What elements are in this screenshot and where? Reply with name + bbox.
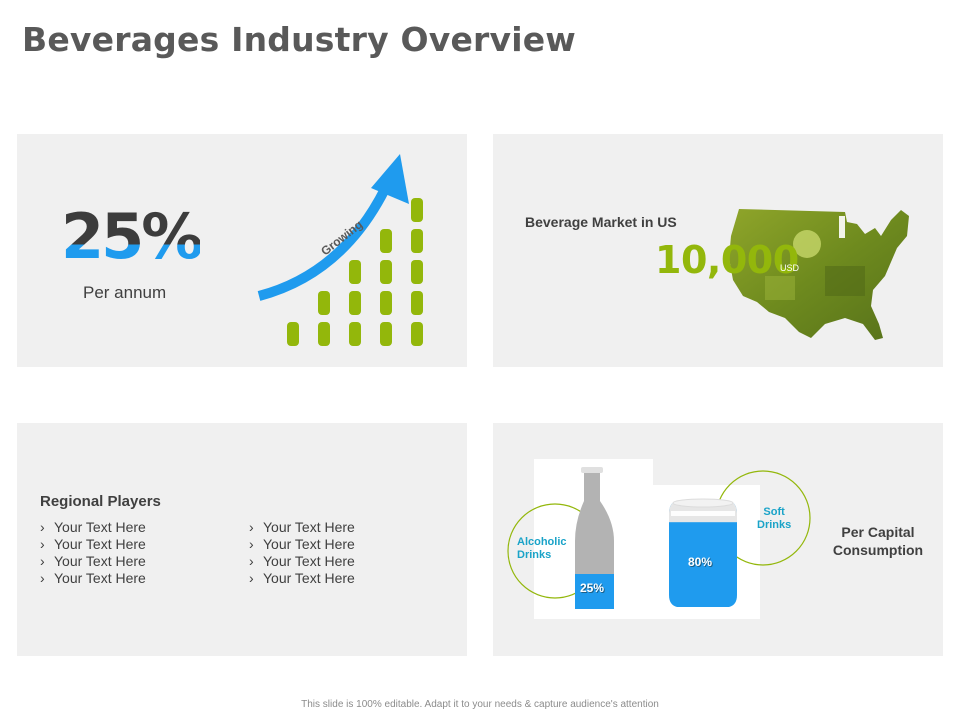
growth-can-icon bbox=[349, 322, 361, 346]
players-heading: Regional Players bbox=[40, 493, 161, 510]
growth-can-icon bbox=[380, 260, 392, 284]
page-title: Beverages Industry Overview bbox=[22, 20, 576, 59]
consumption-caption: Per Capital Consumption bbox=[832, 524, 924, 558]
market-value: 10,000 bbox=[655, 238, 799, 282]
footer-note: This slide is 100% editable. Adapt it to… bbox=[301, 699, 659, 710]
list-item: › Your Text Here bbox=[40, 519, 146, 535]
growth-caption: Per annum bbox=[83, 283, 167, 302]
growth-bars bbox=[287, 198, 423, 346]
growth-percent: 25% bbox=[61, 200, 203, 273]
market-panel: Beverage Market in US 10,000 USD bbox=[493, 134, 943, 367]
growth-can-icon bbox=[349, 260, 361, 284]
growth-can-icon bbox=[318, 322, 330, 346]
growth-can-icon bbox=[411, 291, 423, 315]
players-panel: Regional Players › Your Text Here › Your T… bbox=[17, 423, 467, 656]
chevron-right-icon: › bbox=[249, 536, 254, 552]
chevron-right-icon: › bbox=[249, 570, 254, 586]
market-unit: USD bbox=[780, 263, 800, 273]
growth-can-icon bbox=[380, 229, 392, 253]
alcoholic-label: Alcoholic Drinks bbox=[517, 536, 567, 561]
list-item: › Your Text Here bbox=[249, 553, 355, 569]
bottle-fill bbox=[575, 574, 614, 609]
growth-arrow-icon bbox=[257, 186, 390, 301]
chevron-right-icon: › bbox=[40, 519, 45, 535]
chevron-right-icon: › bbox=[40, 570, 45, 586]
growth-can-icon bbox=[349, 291, 361, 315]
bottle-percent: 25% bbox=[580, 581, 605, 595]
growth-can-icon bbox=[411, 229, 423, 253]
list-item: › Your Text Here bbox=[40, 570, 146, 586]
list-item: › Your Text Here bbox=[249, 536, 355, 552]
list-item: › Your Text Here bbox=[249, 519, 355, 535]
growth-can-icon bbox=[411, 198, 423, 222]
growth-can-icon bbox=[411, 322, 423, 346]
growth-can-icon bbox=[380, 291, 392, 315]
growth-can-icon bbox=[380, 322, 392, 346]
can-icon bbox=[669, 501, 737, 607]
growth-graphic: Growing bbox=[257, 154, 423, 346]
growth-can-icon bbox=[411, 260, 423, 284]
growth-arrowhead-icon bbox=[371, 154, 409, 204]
chevron-right-icon: › bbox=[249, 553, 254, 569]
chevron-right-icon: › bbox=[40, 536, 45, 552]
players-list-right: › Your Text Here › Your Text Here › Your Te… bbox=[249, 519, 355, 587]
list-item: › Your Text Here bbox=[249, 570, 355, 586]
consumption-graphic bbox=[507, 459, 811, 619]
growth-panel: 25% Per annum Growing bbox=[17, 134, 467, 367]
chevron-right-icon: › bbox=[249, 519, 254, 535]
consumption-panel: Alcoholic Drinks Soft Drinks 25% 80% Per… bbox=[493, 423, 943, 656]
growth-can-icon bbox=[287, 322, 299, 346]
market-title: Beverage Market in US bbox=[525, 214, 677, 230]
us-map-icon bbox=[729, 209, 909, 340]
list-item: › Your Text Here bbox=[40, 553, 146, 569]
chevron-right-icon: › bbox=[40, 553, 45, 569]
list-item: › Your Text Here bbox=[40, 536, 146, 552]
soft-label: Soft Drinks bbox=[757, 506, 792, 531]
players-list-left: › Your Text Here › Your Text Here › Your Te… bbox=[40, 519, 146, 587]
can-percent: 80% bbox=[688, 555, 713, 569]
growth-can-icon bbox=[318, 291, 330, 315]
